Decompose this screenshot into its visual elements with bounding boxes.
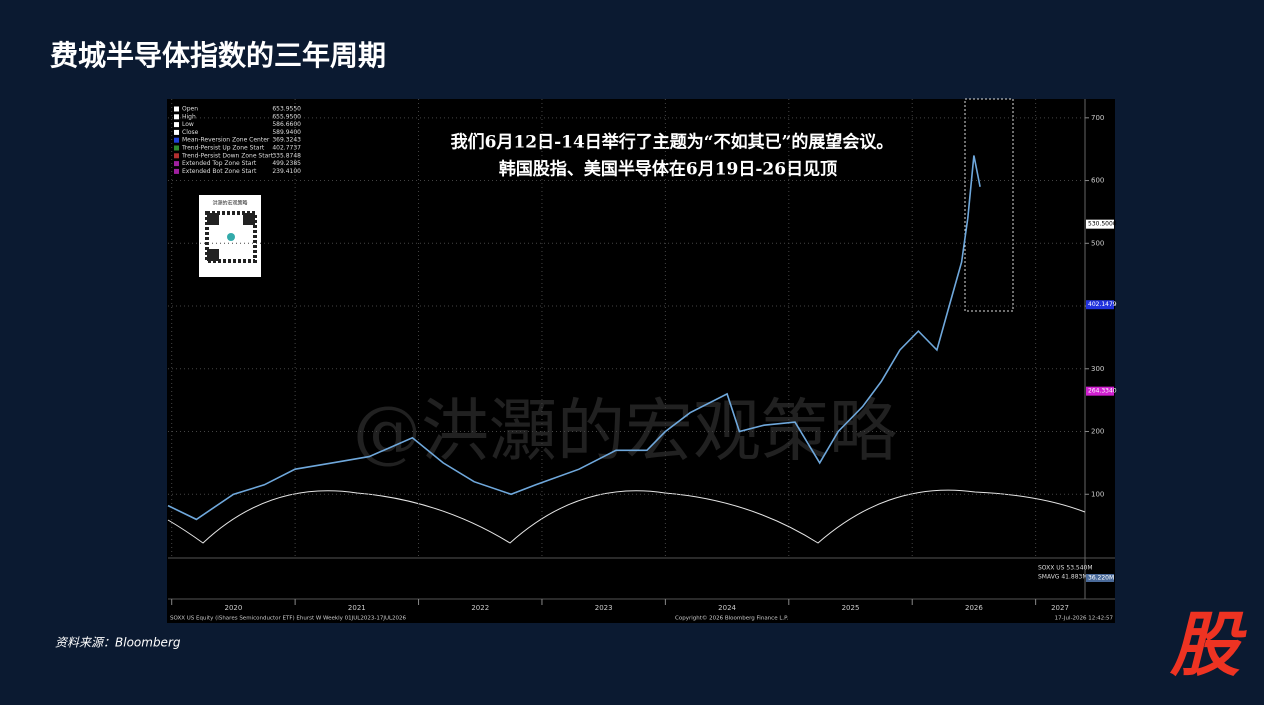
legend-value: 499.2385	[272, 160, 301, 167]
axis-tag	[1086, 386, 1114, 396]
legend-swatch	[174, 168, 179, 174]
logo: 股	[1169, 604, 1247, 686]
x-tick-label: 2021	[348, 604, 366, 612]
annotation: 韩国股指、美国半导体在6月19日-26日见顶	[499, 159, 837, 180]
axis-tag-label: 530.5000	[1088, 221, 1117, 228]
footer-text: SOXX US Equity (iShares Semiconductor ET…	[170, 616, 407, 622]
legend-label: Trend-Persist Down Zone Start	[181, 152, 274, 159]
legend-swatch	[174, 129, 179, 135]
y-tick-label: 300	[1091, 365, 1104, 373]
legend-label: Trend-Persist Up Zone Start	[181, 145, 265, 152]
volume-tag	[1086, 574, 1114, 582]
x-tick-label: 2024	[718, 604, 736, 612]
legend-swatch	[174, 137, 179, 143]
x-tick-label: 2027	[1051, 604, 1069, 612]
volume-label: SMAVG 41.883M	[1038, 574, 1088, 581]
legend-label: Low	[182, 121, 194, 128]
y-tick-label: 500	[1091, 239, 1104, 247]
chart-frame	[167, 99, 1115, 623]
legend-swatch	[174, 106, 179, 112]
legend-value: 586.6600	[272, 121, 301, 128]
slide-title: 费城半导体指数的三年周期	[50, 39, 386, 72]
axis-tag-label: 264.3340	[1088, 388, 1117, 395]
peak-zone	[964, 98, 1014, 312]
legend-label: Extended Top Zone Start	[182, 160, 257, 167]
legend-swatch	[174, 114, 179, 120]
legend-value: 239.4100	[272, 168, 301, 175]
y-tick-label: 100	[1091, 490, 1104, 498]
legend-label: Close	[182, 129, 199, 136]
price-line	[167, 155, 981, 521]
qr-finder	[207, 249, 219, 261]
legend-label: Extended Bot Zone Start	[182, 168, 257, 175]
legend-value: 335.8748	[272, 152, 301, 159]
legend-value: 653.9550	[272, 106, 301, 113]
x-tick-label: 2026	[965, 604, 983, 612]
y-tick-label: 200	[1091, 428, 1104, 436]
x-tick-label: 2022	[471, 604, 489, 612]
qr-finder	[243, 213, 255, 225]
x-tick-label: 2020	[224, 604, 242, 612]
qr-box: 洪灝的宏观策略	[199, 195, 261, 277]
qr-caption: 洪灝的宏观策略	[212, 200, 247, 207]
y-tick-label: 600	[1091, 177, 1104, 185]
legend-value: 369.3243	[272, 137, 301, 144]
qr-finder	[207, 213, 219, 225]
annotation: 我们6月12日-14日举行了主题为“不如其已”的展望会议。	[451, 132, 894, 153]
volume-tag-label: 36.220M	[1088, 575, 1114, 582]
legend-label: High	[182, 113, 196, 120]
qr-logo	[227, 233, 235, 241]
legend-swatch	[174, 122, 179, 128]
footer-text: 17-Jul-2026 12:42:57	[1055, 616, 1114, 622]
y-tick-label: 700	[1091, 114, 1104, 122]
legend-value: 402.7737	[272, 145, 301, 152]
x-tick-label: 2025	[842, 604, 860, 612]
axis-tag-label: 402.1479	[1088, 301, 1117, 308]
legend-value: 589.9400	[272, 129, 301, 136]
footer-text: Copyright© 2026 Bloomberg Finance L.P.	[675, 615, 789, 622]
legend-value: 655.9500	[272, 113, 301, 120]
volume-label: SOXX US 53.540M	[1038, 565, 1093, 572]
legend-label: Open	[182, 106, 198, 113]
plot: 1002003004005006007002020202120222023202…	[167, 99, 1117, 612]
legend-swatch	[174, 161, 179, 167]
axis-tag	[1086, 219, 1114, 229]
legend-label: Mean-Reversion Zone Center	[182, 137, 270, 144]
source: 资料来源：Bloomberg	[55, 636, 181, 650]
x-tick-label: 2023	[595, 604, 613, 612]
legend-swatch	[174, 153, 179, 159]
axis-tag	[1086, 300, 1114, 310]
legend-swatch	[174, 145, 179, 151]
